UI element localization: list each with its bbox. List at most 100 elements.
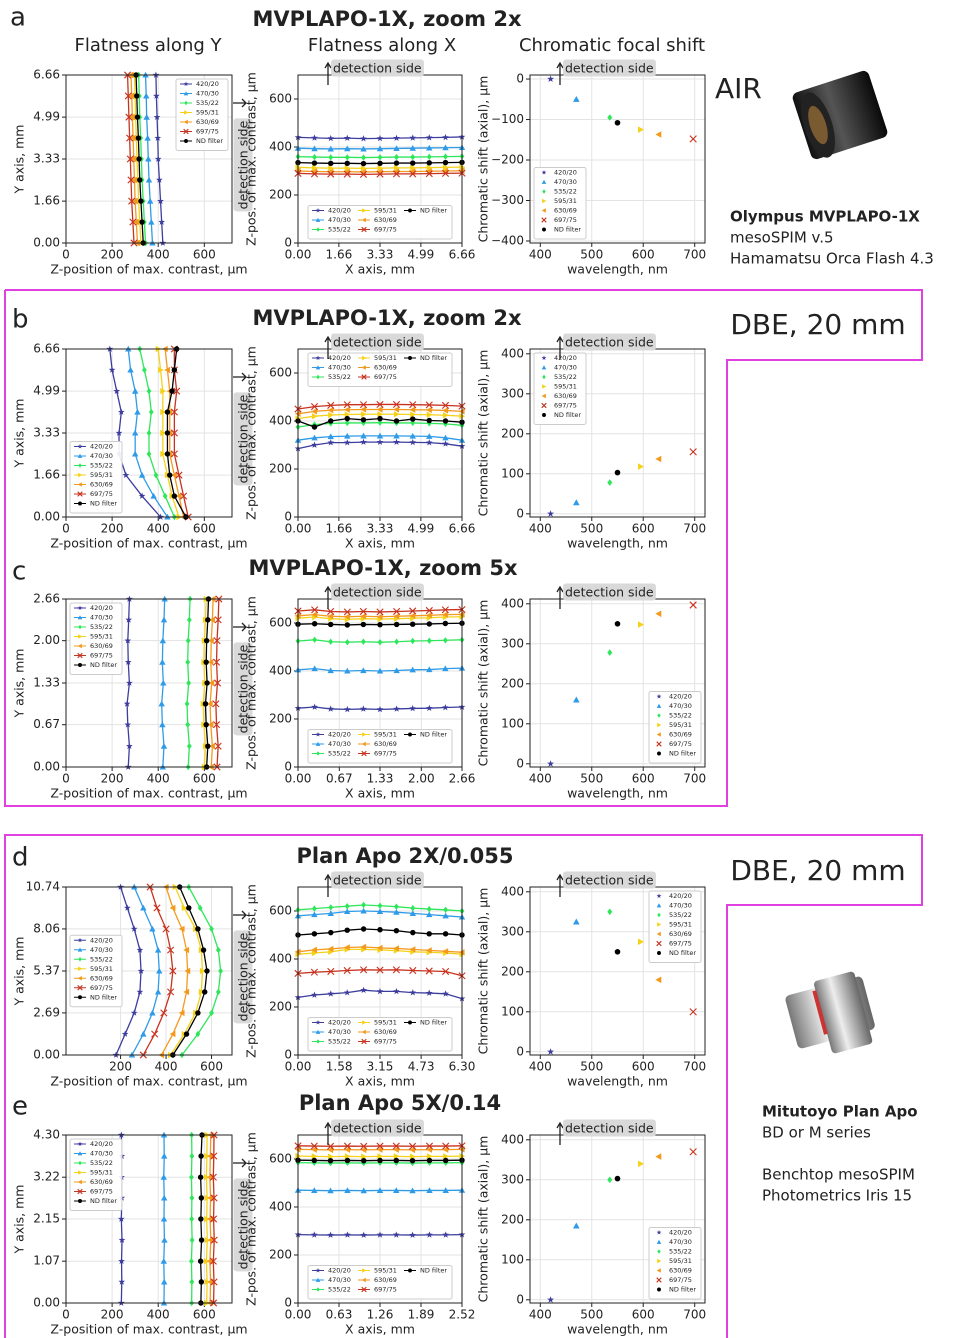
legend-label: 630/69 — [196, 118, 219, 126]
y-tick-label: 2.15 — [33, 1212, 60, 1226]
data-point — [198, 1216, 203, 1221]
lens-text: BD or M series — [762, 1124, 871, 1142]
legend-label: 470/30 — [328, 1276, 351, 1284]
data-point — [165, 430, 170, 435]
legend-label: 420/20 — [196, 80, 219, 88]
x-tick-label: 400 — [147, 522, 170, 536]
lens-text: Hamamatsu Orca Flash 4.3 — [730, 250, 934, 268]
legend-label: ND filter — [554, 411, 581, 419]
y-tick-label: 300 — [501, 924, 524, 938]
y-tick-label: 200 — [269, 188, 292, 202]
x-tick-label: 700 — [683, 248, 706, 262]
legend-label: 535/22 — [196, 99, 219, 107]
y-tick-label: 400 — [501, 1132, 524, 1146]
data-point — [426, 931, 431, 936]
data-point — [167, 472, 172, 477]
legend-marker — [78, 502, 82, 506]
legend-marker — [78, 1199, 82, 1203]
y-axis-label: Z-pos. of max. contrast, µm — [244, 1132, 259, 1306]
y-tick-label: 400 — [269, 664, 292, 678]
legend-label: 595/31 — [90, 633, 113, 641]
x-axis-label: X axis, mm — [345, 1322, 415, 1337]
legend-label: 470/30 — [90, 614, 113, 622]
data-point — [312, 1158, 317, 1163]
data-point — [328, 1158, 333, 1163]
legend: 420/20470/30535/22595/31630/69697/75ND f… — [649, 1228, 701, 1300]
annotation: detection side — [565, 873, 654, 888]
annotation: detection side — [565, 61, 654, 76]
annotation: detection side — [565, 1121, 654, 1136]
legend-marker — [78, 663, 82, 667]
data-point — [328, 161, 333, 166]
data-point — [169, 388, 174, 393]
y-tick-label: 0 — [516, 1292, 524, 1306]
x-tick-label: 400 — [529, 1060, 552, 1074]
data-point — [394, 418, 399, 423]
x-tick-label: 200 — [109, 1060, 132, 1074]
legend-label: 630/69 — [374, 216, 397, 224]
x-tick-label: 3.33 — [367, 248, 394, 262]
data-point — [138, 198, 143, 203]
data-point — [198, 1153, 203, 1158]
legend-marker — [408, 733, 412, 737]
x-tick-label: 1.26 — [367, 1308, 394, 1322]
legend-label: 697/75 — [90, 984, 113, 992]
x-tick-label: 700 — [683, 1060, 706, 1074]
lens-text: Benchtop mesoSPIM — [762, 1166, 915, 1184]
panel-label: c — [12, 557, 26, 587]
x-tick-label: 600 — [193, 772, 216, 786]
x-tick-label: 0.67 — [326, 772, 353, 786]
lens-name: Mitutoyo Plan Apo — [762, 1103, 918, 1121]
x-axis-label: wavelength, nm — [567, 1074, 668, 1089]
legend: 420/20470/30535/22595/31630/69697/75ND f… — [649, 692, 701, 764]
data-point — [312, 160, 317, 165]
legend-label: 535/22 — [669, 1248, 692, 1256]
lens-text: mesoSPIM v.5 — [730, 229, 834, 247]
data-point — [134, 93, 139, 98]
x-axis-label: wavelength, nm — [567, 262, 668, 277]
y-tick-label: 0 — [284, 510, 292, 524]
data-point — [199, 1237, 204, 1242]
legend-label: ND filter — [669, 1286, 696, 1294]
y-tick-label: 0.00 — [33, 510, 60, 524]
legend-label: ND filter — [196, 137, 223, 145]
data-point — [377, 416, 382, 421]
legend-label: 470/30 — [669, 902, 692, 910]
chart: 4005006007000100200300400wavelength, nmC… — [476, 1120, 707, 1337]
legend-label: 595/31 — [374, 354, 397, 362]
data-point — [615, 470, 621, 476]
y-tick-label: 300 — [501, 1172, 524, 1186]
x-tick-label: 600 — [632, 1060, 655, 1074]
data-point — [410, 416, 415, 421]
legend-label: 420/20 — [328, 207, 351, 215]
legend: 420/20470/30535/22595/31630/69697/75ND f… — [308, 730, 452, 764]
legend-label: ND filter — [420, 1267, 447, 1275]
x-tick-label: 6.66 — [449, 522, 476, 536]
legend-label: 470/30 — [669, 1238, 692, 1246]
x-tick-label: 600 — [193, 522, 216, 536]
y-tick-label: 200 — [269, 712, 292, 726]
x-axis-label: Z-position of max. contrast, µm — [50, 262, 247, 277]
data-point — [427, 621, 432, 626]
data-point — [139, 219, 144, 224]
x-tick-label: 400 — [529, 248, 552, 262]
y-tick-label: 600 — [269, 92, 292, 106]
y-tick-label: −100 — [491, 112, 524, 126]
legend-label: 535/22 — [90, 462, 113, 470]
y-tick-label: 0.00 — [33, 760, 60, 774]
y-tick-label: 200 — [269, 1000, 292, 1014]
x-tick-label: 400 — [147, 248, 170, 262]
legend-label: 470/30 — [328, 1028, 351, 1036]
annotation: detection side — [333, 585, 422, 600]
data-point — [204, 968, 209, 973]
data-point — [195, 926, 200, 931]
data-point — [312, 621, 317, 626]
legend-label: 697/75 — [374, 1286, 397, 1294]
legend-label: 697/75 — [374, 750, 397, 758]
x-tick-label: 0.00 — [285, 772, 312, 786]
y-tick-label: −400 — [491, 233, 524, 247]
legend-label: 595/31 — [669, 721, 692, 729]
data-point — [195, 1010, 200, 1015]
legend-label: 697/75 — [374, 373, 397, 381]
legend-label: 470/30 — [554, 364, 577, 372]
